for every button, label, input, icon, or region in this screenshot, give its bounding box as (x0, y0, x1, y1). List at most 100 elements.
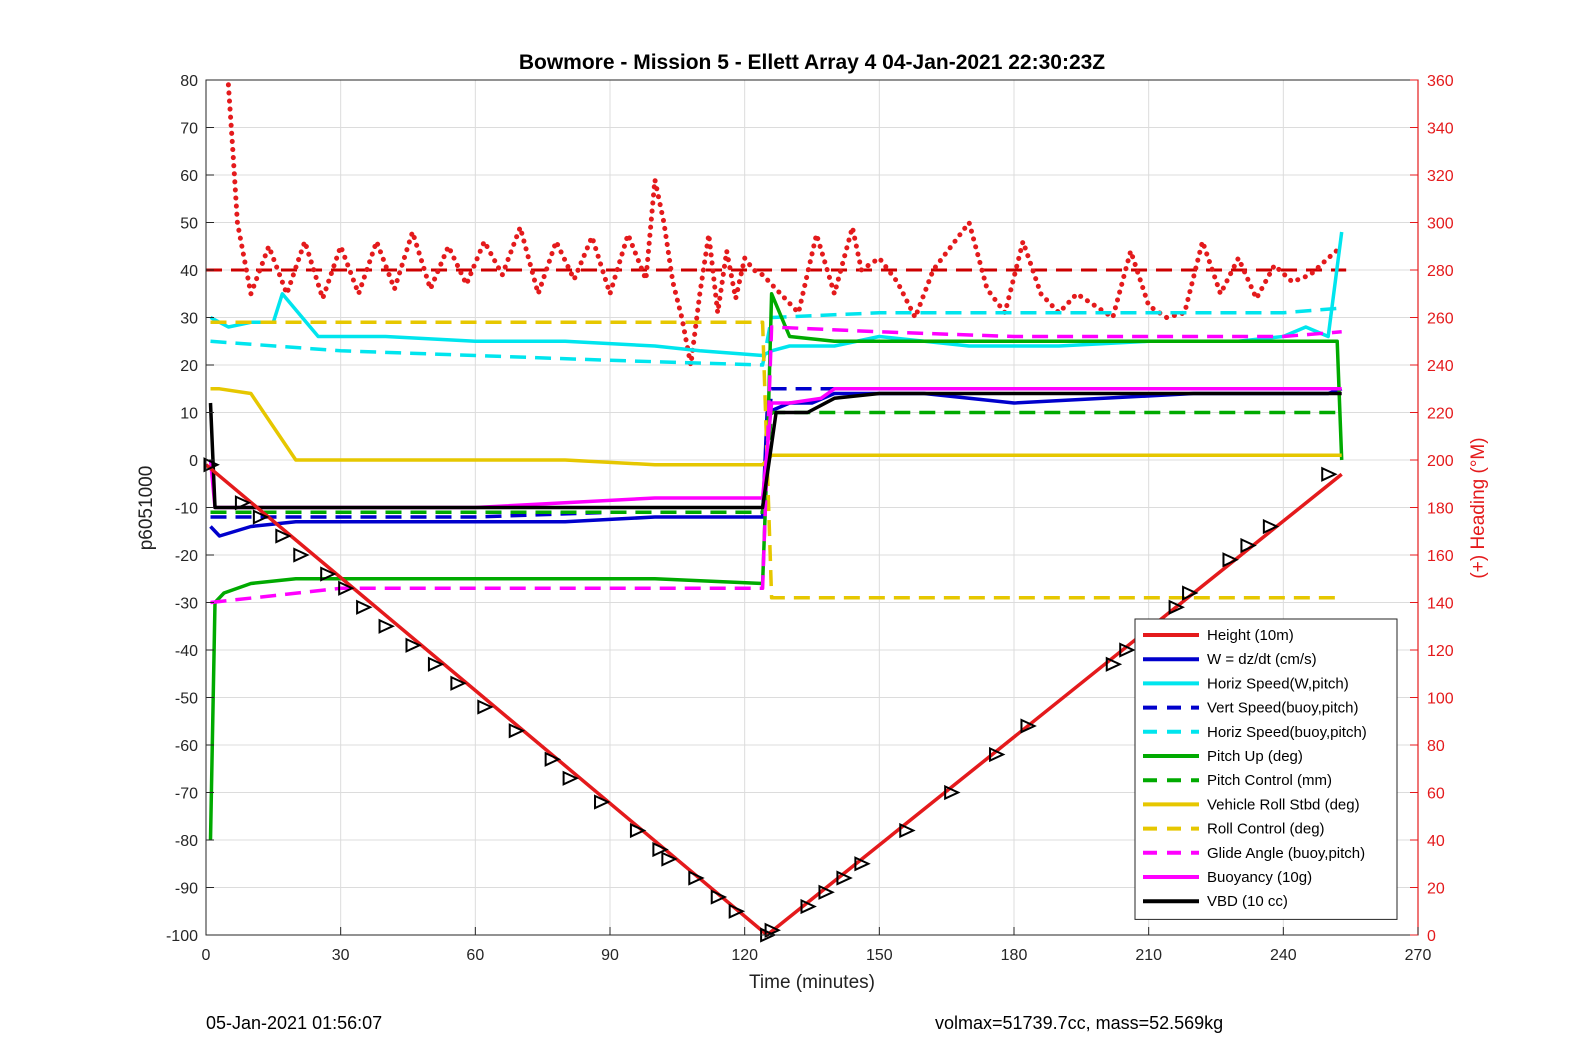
dive-marker (234, 495, 252, 511)
legend-box (1134, 618, 1398, 920)
dive-marker (1321, 466, 1338, 482)
y-tick-label-left: 70 (180, 121, 198, 138)
dive-marker (293, 547, 310, 563)
dive-marker (450, 675, 467, 691)
dive-marker (544, 751, 562, 767)
legend: Height (10m) W = dz/dt (cm/s) Horiz Speed(… (1134, 618, 1398, 920)
y-tick-label-left: 40 (180, 263, 198, 280)
y-axis-label-left: p6051000 (136, 466, 157, 551)
y-tick-label-left: 10 (180, 406, 198, 423)
dive-marker (989, 746, 1006, 763)
dive-marker (338, 580, 355, 596)
series-line-vbd-10-cc (208, 391, 1342, 510)
x-tick-label: 240 (1270, 947, 1297, 964)
dive-marker (1240, 537, 1257, 554)
x-tick-label: 120 (731, 947, 758, 964)
dive-marker (252, 509, 270, 525)
dive-marker (661, 851, 678, 867)
footer-vehicle-info: volmax=51739.7cc, mass=52.569kg (935, 1013, 1224, 1033)
legend-label: Buoyancy (10g) (1207, 869, 1312, 886)
y-tick-label-right: 80 (1427, 738, 1445, 755)
dive-marker (356, 599, 373, 615)
dive-marker (275, 528, 292, 544)
y-tick-label-right: 60 (1427, 786, 1445, 803)
y-tick-label-right: 0 (1427, 928, 1436, 945)
x-tick-label: 90 (601, 947, 619, 964)
x-tick-label: 150 (866, 947, 893, 964)
dive-marker (1222, 552, 1239, 568)
dive-marker (1119, 642, 1136, 658)
dive-marker (594, 794, 611, 810)
dive-marker (710, 889, 728, 905)
x-tick-label: 180 (1001, 947, 1028, 964)
legend-label: Vehicle Roll Stbd (deg) (1207, 796, 1360, 813)
y-tick-label-left: -90 (175, 881, 198, 898)
legend-label: Height (10m) (1207, 627, 1294, 644)
y-tick-label-left: 20 (180, 358, 198, 375)
heading-series-line (225, 82, 1345, 366)
legend-label: Horiz Speed(W,pitch) (1207, 675, 1349, 692)
dive-marker (944, 784, 961, 801)
dive-marker (1262, 518, 1280, 535)
y-tick-label-right: 140 (1427, 596, 1454, 613)
dive-marker (320, 566, 337, 582)
y-tick-label-left: -60 (175, 738, 198, 755)
series-line-vert-speed-buoy-pitch (210, 387, 1342, 519)
series-line-pitch-up-deg (208, 292, 1344, 841)
legend-label: Horiz Speed(buoy,pitch) (1207, 724, 1367, 741)
y-tick-label-right: 200 (1427, 453, 1454, 470)
series-layer (203, 82, 1347, 943)
y-tick-label-right: 100 (1427, 691, 1454, 708)
x-tick-label: 270 (1405, 947, 1432, 964)
y-tick-label-left: -50 (175, 691, 198, 708)
dive-marker (764, 922, 781, 938)
series-line-glide-angle-buoy-pitch (210, 325, 1342, 605)
dive-marker (836, 870, 853, 886)
y-tick-label-left: 50 (180, 216, 198, 233)
x-tick-label: 30 (332, 947, 350, 964)
y-tick-label-right: 240 (1427, 358, 1454, 375)
y-tick-label-right: 360 (1427, 73, 1454, 90)
legend-label: W = dz/dt (cm/s) (1207, 651, 1317, 668)
legend-label: Pitch Up (deg) (1207, 748, 1303, 765)
dive-marker (1105, 656, 1123, 672)
dive-marker (688, 870, 705, 886)
y-tick-label-left: -80 (175, 833, 198, 850)
dive-marker (1020, 718, 1037, 734)
dive-marker (427, 656, 445, 672)
y-tick-label-left: 60 (180, 168, 198, 185)
y-tick-label-right: 20 (1427, 881, 1445, 898)
axes: 0 30 60 90 120 150 180 210 240 270-100-90-80-70-6… (166, 73, 1454, 964)
y-tick-label-left: 30 (180, 311, 198, 328)
y-tick-label-left: -30 (175, 596, 198, 613)
x-tick-label: 60 (466, 947, 484, 964)
dive-marker (629, 822, 647, 839)
dive-marker (203, 457, 220, 473)
y-tick-label-right: 40 (1427, 833, 1445, 850)
y-tick-label-right: 340 (1427, 121, 1454, 138)
dive-marker (562, 770, 579, 786)
dive-marker (728, 903, 746, 919)
x-tick-label: 210 (1135, 947, 1162, 964)
dive-marker (508, 723, 526, 739)
dive-marker (854, 856, 871, 872)
legend-label: Glide Angle (buoy,pitch) (1207, 845, 1365, 862)
dive-marker (818, 884, 835, 900)
y-tick-label-right: 300 (1427, 216, 1454, 233)
x-axis-label: Time (minutes) (749, 972, 875, 993)
y-tick-label-right: 120 (1427, 643, 1454, 660)
y-tick-label-right: 260 (1427, 311, 1454, 328)
y-tick-label-right: 280 (1427, 263, 1454, 280)
y-axis-label-right: (+) Heading (°M) (1468, 437, 1489, 578)
legend-label: Pitch Control (mm) (1207, 772, 1332, 789)
series-line-vehicle-roll-stbd-deg (210, 387, 1342, 467)
legend-label: Vert Speed(buoy,pitch) (1207, 700, 1358, 717)
legend-label: Roll Control (deg) (1207, 821, 1325, 838)
y-tick-label-left: -10 (175, 501, 198, 518)
y-tick-label-right: 320 (1427, 168, 1454, 185)
dive-marker (378, 618, 395, 634)
dive-marker (1182, 585, 1199, 601)
footer-timestamp: 05-Jan-2021 01:56:07 (206, 1013, 383, 1033)
dive-marker (477, 699, 494, 715)
